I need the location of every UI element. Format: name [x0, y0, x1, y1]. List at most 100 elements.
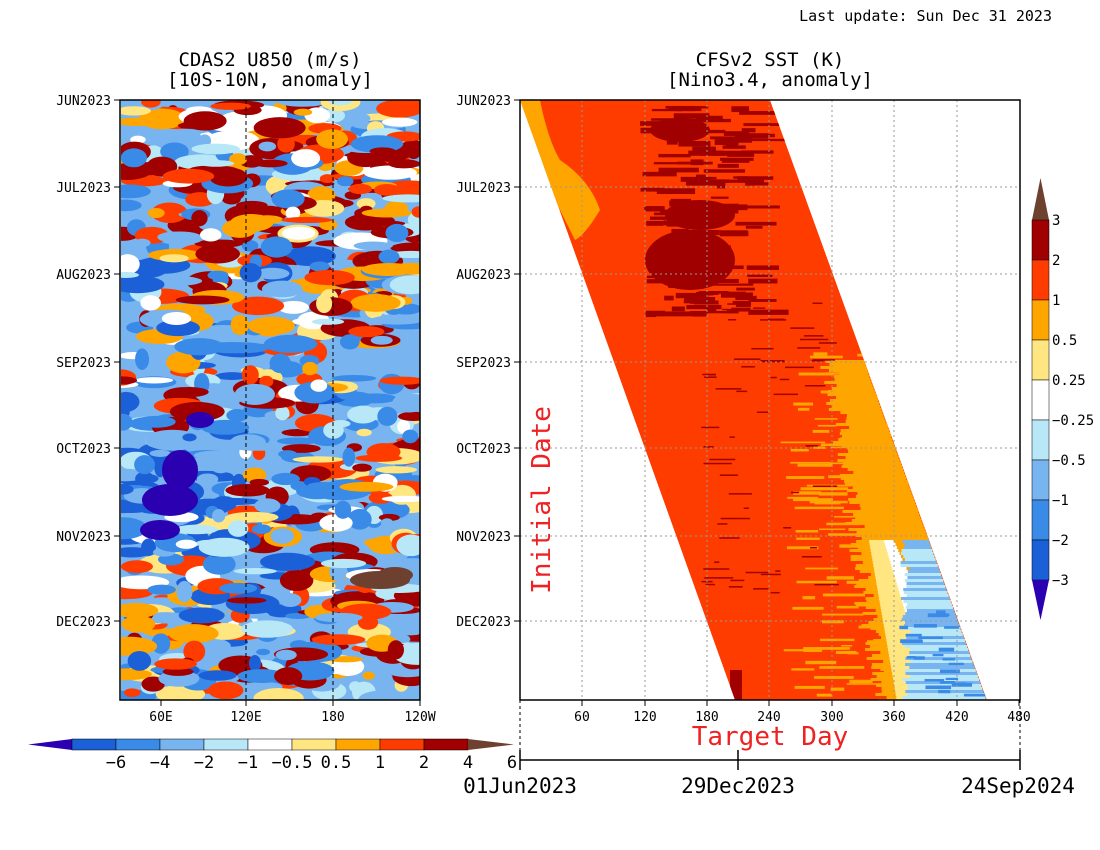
sst-orange-streak [855, 516, 921, 519]
u850-blob [292, 456, 344, 463]
sst-orange-streak [848, 498, 914, 501]
u850-blob [307, 482, 340, 490]
right-x-tick-label: 240 [757, 710, 780, 725]
sst-blue-streak [907, 576, 943, 579]
u850-blob [314, 612, 363, 623]
sst-dark-red-streak [722, 308, 744, 311]
sst-orange-streak [836, 605, 859, 609]
u850-blob [242, 467, 267, 483]
left-colorbar-swatch [159, 738, 205, 751]
sst-dark-red-streak [790, 327, 815, 329]
sst-orange-streak [819, 528, 846, 531]
sst-deep-blue-streak [925, 685, 952, 690]
u850-blob [310, 379, 328, 392]
sst-orange-streak [845, 456, 899, 459]
sst-dark-red-streak [701, 426, 720, 429]
sst-dark-red-streak [760, 319, 787, 321]
u850-blob [227, 520, 249, 537]
sst-deep-blue-streak [900, 639, 922, 643]
sst-dark-red-core [650, 118, 710, 142]
sst-orange-streak [796, 580, 837, 584]
u850-blob [121, 602, 159, 619]
u850-blob [261, 280, 303, 298]
sst-orange-streak [793, 491, 822, 495]
sst-dark-red-streak [757, 411, 769, 413]
u850-blob [320, 558, 367, 569]
u850-blob [270, 528, 295, 544]
u850-blob [254, 498, 281, 514]
sst-dark-red-streak [710, 196, 729, 199]
sst-deep-blue-streak [924, 679, 945, 682]
date-mid-label: 29Dec2023 [681, 774, 795, 798]
sst-dark-red-streak [748, 278, 778, 284]
sst-orange-streak [840, 477, 907, 480]
sst-dark-red-streak [736, 287, 755, 291]
sst-orange-streak [783, 649, 809, 652]
u850-blob [316, 294, 333, 314]
sst-dark-red-streak [675, 107, 696, 112]
sst-dark-red-streak [735, 303, 751, 307]
u850-blob [260, 552, 316, 571]
sst-yellow-streak [875, 579, 904, 582]
sst-dark-red-streak [729, 436, 735, 438]
sst-orange-early [520, 100, 600, 240]
u850-blob [369, 147, 396, 156]
sst-orange-streak [825, 360, 865, 363]
sst-yellow-streak [876, 585, 909, 588]
sst-dark-red-streak [732, 300, 752, 305]
u850-blob [363, 165, 417, 180]
u850-blob [381, 117, 418, 127]
sst-orange-streak [836, 396, 878, 399]
sst-white-streak [891, 564, 906, 567]
sst-dark-red-streak [686, 304, 722, 310]
sst-orange-streak [846, 414, 884, 417]
sst-orange-streak [855, 495, 913, 498]
sst-yellow-streak [874, 573, 906, 576]
sst-orange-streak [786, 476, 825, 479]
left-y-tick-label: JUN2023 [56, 94, 111, 109]
sst-orange-streak [900, 539, 940, 541]
sst-dark-red-streak [640, 187, 665, 192]
sst-orange-streak [830, 446, 850, 449]
right-x-tick-label: 180 [695, 710, 718, 725]
u850-blob [121, 106, 151, 116]
sst-dark-red-streak [740, 205, 780, 209]
sst-dark-red-streak [714, 561, 720, 563]
sst-dark-red-streak [748, 309, 789, 315]
sst-deep-blue-streak [942, 658, 956, 661]
u850-blob [237, 669, 286, 684]
u850-blob [349, 681, 362, 693]
u850-blob [356, 198, 376, 210]
u850-blob [379, 376, 420, 385]
sst-dark-red-streak [692, 146, 716, 153]
u850-blob [316, 129, 349, 149]
sst-dark-red-streak [644, 206, 665, 212]
u850-blob [157, 276, 203, 286]
sst-dark-red-streak [710, 283, 754, 286]
sst-orange-streak [848, 450, 897, 453]
sst-yellow-streak [878, 594, 904, 597]
u850-blob [291, 149, 321, 168]
u850-blob [174, 338, 225, 356]
sst-dark-red-streak [760, 573, 781, 576]
u850-blob [127, 651, 152, 671]
sst-white-streak [889, 558, 903, 561]
right-y-tick-label: OCT2023 [456, 442, 511, 457]
u850-strong-easterly [142, 484, 198, 516]
sst-white-streak [896, 582, 914, 585]
sst-orange-streak [842, 462, 901, 465]
u850-blob [207, 270, 229, 281]
sst-dark-red-streak [673, 113, 710, 119]
sst-orange-streak [821, 620, 844, 624]
sst-yellow-streak [879, 600, 913, 603]
left-colorbar-label: 4 [463, 753, 473, 773]
right-x-tick-label: 360 [882, 710, 905, 725]
sst-orange-streak [839, 372, 869, 375]
right-colorbar-swatch [1031, 259, 1050, 301]
right-x-tick-label: 60 [574, 710, 590, 725]
sst-orange-streak [802, 596, 816, 600]
sst-orange-streak [846, 417, 885, 420]
sst-orange-streak [798, 372, 834, 376]
u850-blob [211, 459, 231, 474]
sst-dark-red-streak [805, 445, 819, 447]
